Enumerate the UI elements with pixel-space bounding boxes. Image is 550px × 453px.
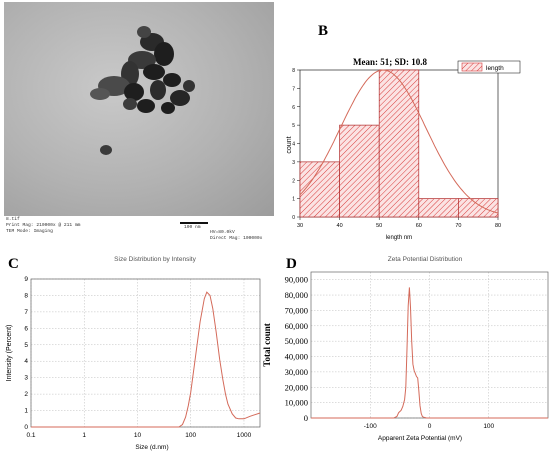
y-axis-label: Total count	[262, 323, 272, 366]
y-tick-label: 4	[24, 358, 28, 365]
nanoparticle-cluster	[90, 26, 195, 155]
y-tick-label: 4	[292, 142, 295, 148]
y-tick-label: 2	[292, 178, 295, 184]
y-tick-label: 1	[292, 197, 295, 203]
tem-footer-line: Print Mag: 210000x @ 211 mm	[6, 223, 81, 228]
y-tick-label: 5	[24, 342, 28, 349]
chart-title: Mean: 51; SD: 10.8	[353, 57, 427, 67]
tem-micrograph-image	[4, 2, 274, 216]
scale-bar-label: 100 nm	[184, 225, 201, 230]
legend: length	[457, 60, 521, 74]
y-tick-label: 0	[304, 413, 308, 423]
x-tick-label: 1000	[237, 432, 252, 439]
panel-label-b: B	[318, 23, 329, 39]
scale-bar	[180, 222, 208, 224]
y-tick-label: 2	[24, 391, 28, 398]
plot-frame	[30, 278, 261, 428]
x-tick-label: 10	[134, 432, 142, 439]
y-tick-label: 3	[292, 160, 295, 166]
y-tick-label: 30,000	[285, 367, 308, 377]
x-tick-label: 1	[82, 432, 86, 439]
y-tick-label: 90,000	[285, 275, 308, 285]
panel-label-c: C	[8, 256, 19, 272]
tem-micrograph-panel: 8.tif Print Mag: 210000x @ 211 mm TEM Mo…	[4, 2, 274, 244]
x-tick-label: 30	[297, 223, 303, 229]
y-tick-label: 7	[24, 309, 28, 316]
y-tick-label: 6	[292, 105, 295, 111]
x-tick-label: 0.1	[26, 432, 35, 439]
chart-title: Size Distribution by Intensity	[114, 256, 196, 263]
x-tick-label: 70	[455, 223, 461, 229]
y-tick-label: 0	[292, 215, 295, 221]
x-tick-label: 40	[337, 223, 343, 229]
size-distribution-chart: Size Distribution by Intensity 0 1 2 3 4 5 6 7 8…	[6, 256, 261, 451]
histogram-bar	[378, 69, 420, 218]
x-tick-label: -100	[364, 423, 377, 430]
zeta-distribution-curve	[311, 287, 548, 419]
y-axis-label: count	[286, 136, 293, 153]
y-tick-label: 50,000	[285, 336, 308, 346]
x-tick-label: 50	[376, 223, 382, 229]
x-axis-label: length nm	[386, 235, 412, 241]
tem-footer: 8.tif Print Mag: 210000x @ 211 mm TEM Mo…	[4, 216, 274, 244]
y-tick-label: 10,000	[285, 398, 308, 408]
histogram-bar	[339, 124, 380, 218]
y-tick-label: 8	[292, 68, 295, 74]
x-tick-label: 60	[416, 223, 422, 229]
x-tick-label: 100	[483, 423, 494, 430]
legend-label: length	[486, 65, 504, 72]
x-axis-label: Size (d.nm)	[135, 444, 168, 451]
y-tick-label: 7	[292, 86, 295, 92]
tem-footer-line: 8.tif	[6, 217, 20, 222]
x-tick-label: 80	[495, 223, 501, 229]
y-axis-label: Intensity (Percent)	[6, 325, 13, 382]
y-tick-label: 0	[24, 424, 28, 431]
x-tick-label: 0	[428, 423, 432, 430]
y-tick-label: 80,000	[285, 290, 308, 300]
y-tick-label: 40,000	[285, 352, 308, 362]
y-tick-label: 6	[24, 325, 28, 332]
x-axis-label: Apparent Zeta Potential (mV)	[378, 435, 462, 442]
legend-swatch	[461, 62, 483, 72]
panel-label-d: D	[286, 256, 297, 272]
histogram-bar	[418, 198, 459, 218]
tem-footer-line: HV=80.0kV	[210, 230, 235, 235]
y-tick-label: 20,000	[285, 382, 308, 392]
y-tick-label: 9	[24, 276, 28, 283]
size-distribution-curve	[31, 291, 261, 428]
zeta-potential-chart: Zeta Potential Distribution 0 10,000 20,00…	[262, 256, 549, 442]
histogram-chart: Mean: 51; SD: 10.8 0 1 2 3 4 5 6 7 8 30 40 50 60 70 8…	[286, 57, 521, 241]
chart-title: Zeta Potential Distribution	[388, 256, 463, 263]
y-tick-label: 60,000	[285, 321, 308, 331]
y-tick-label: 70,000	[285, 305, 308, 315]
histogram-bar	[299, 161, 340, 218]
y-tick-label: 3	[24, 375, 28, 382]
y-tick-label: 8	[24, 292, 28, 299]
normal-fit-curve	[299, 69, 499, 214]
tem-footer-line: Direct Mag: 100000x	[210, 236, 263, 241]
x-tick-label: 100	[185, 432, 196, 439]
y-tick-label: 1	[24, 408, 28, 415]
histogram-bar	[458, 198, 499, 218]
y-tick-label: 5	[292, 123, 295, 129]
tem-footer-line: TEM Mode: Imaging	[6, 229, 53, 234]
